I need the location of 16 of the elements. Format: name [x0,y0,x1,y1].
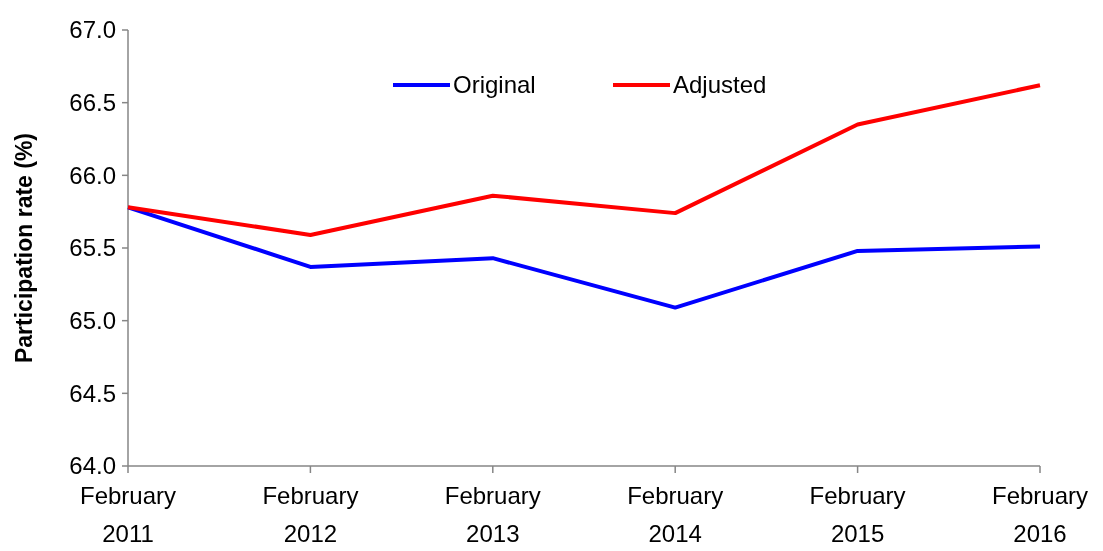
x-tick-label: February 2015 [809,482,906,547]
y-tick-label: 65.0 [69,307,116,335]
y-tick-label: 66.5 [69,89,116,117]
y-axis-title: Participation rate (%) [11,132,37,364]
legend-label: Adjusted [673,71,767,99]
y-tick-label: 64.5 [69,379,116,407]
legend-label: Original [453,71,536,99]
y-tick-label: 66.0 [69,161,116,189]
x-tick-label: February 2016 [991,482,1089,547]
y-tick-label: 65.5 [69,234,116,262]
x-tick-label: February 2013 [444,482,541,547]
x-tick-label: February 2012 [262,482,359,547]
x-tick-label: February 2014 [627,482,724,547]
y-tick-label: 64.0 [69,452,116,480]
x-tick-label: February 2011 [79,482,177,547]
y-tick-label: 67.0 [69,16,116,44]
